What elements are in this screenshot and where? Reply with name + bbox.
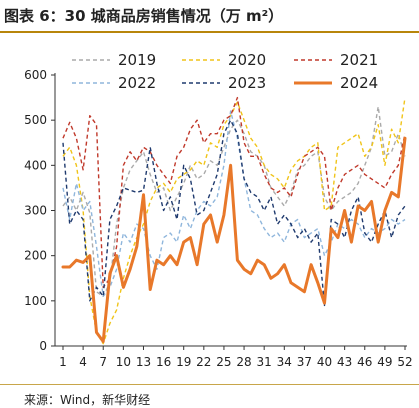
title-rule	[0, 31, 419, 33]
chart-legend: 2019 2020 2021 2022 2023 2024	[72, 51, 378, 92]
x-tick-label: 1	[59, 355, 67, 369]
line-chart: 0 100 200 300 400 500 600 1 4 7 10 13 16 19 22 25 28 31 34…	[24, 51, 413, 369]
legend-label-2019: 2019	[118, 51, 156, 69]
source-rule	[0, 384, 419, 385]
series-line-2023	[62, 119, 406, 307]
x-tick-label: 52	[397, 355, 412, 369]
legend-label-2020: 2020	[228, 51, 266, 69]
y-tick-label: 600	[24, 68, 47, 82]
legend-label-2024: 2024	[340, 74, 378, 92]
legend-label-2022: 2022	[118, 74, 156, 92]
series-line-2021	[62, 96, 406, 289]
x-tick-label: 31	[257, 355, 272, 369]
x-tick-label: 37	[297, 355, 312, 369]
x-tick-label: 19	[176, 355, 191, 369]
x-tick-label: 25	[216, 355, 231, 369]
y-tick-label: 300	[24, 204, 47, 218]
x-tick-label: 34	[277, 355, 292, 369]
x-tick-label: 43	[337, 355, 352, 369]
legend-label-2023: 2023	[228, 74, 266, 92]
chart-axes: 0 100 200 300 400 500 600 1 4 7 10 13 16 19 22 25 28 31 34…	[24, 68, 413, 369]
x-tick-label: 40	[317, 355, 332, 369]
series-line-2020	[62, 97, 406, 345]
source-note: 来源：Wind，新华财经	[24, 393, 151, 407]
x-tick-label: 10	[116, 355, 131, 369]
legend-label-2021: 2021	[340, 51, 378, 69]
y-tick-label: 500	[24, 113, 47, 127]
y-tick-label: 100	[24, 294, 47, 308]
x-tick-label: 49	[377, 355, 392, 369]
y-tick-label: 200	[24, 249, 47, 263]
figure-title: 图表 6：30 城商品房销售情况（万 m²）	[4, 7, 284, 25]
x-tick-label: 46	[357, 355, 372, 369]
x-tick-label: 22	[196, 355, 211, 369]
series-line-2024	[61, 136, 407, 343]
x-tick-label: 7	[99, 355, 107, 369]
x-tick-label: 4	[79, 355, 87, 369]
y-tick-label: 400	[24, 158, 47, 172]
chart-series	[61, 96, 407, 345]
y-tick-label: 0	[39, 339, 47, 353]
x-tick-label: 28	[236, 355, 251, 369]
x-tick-label: 13	[136, 355, 151, 369]
x-tick-label: 16	[156, 355, 171, 369]
